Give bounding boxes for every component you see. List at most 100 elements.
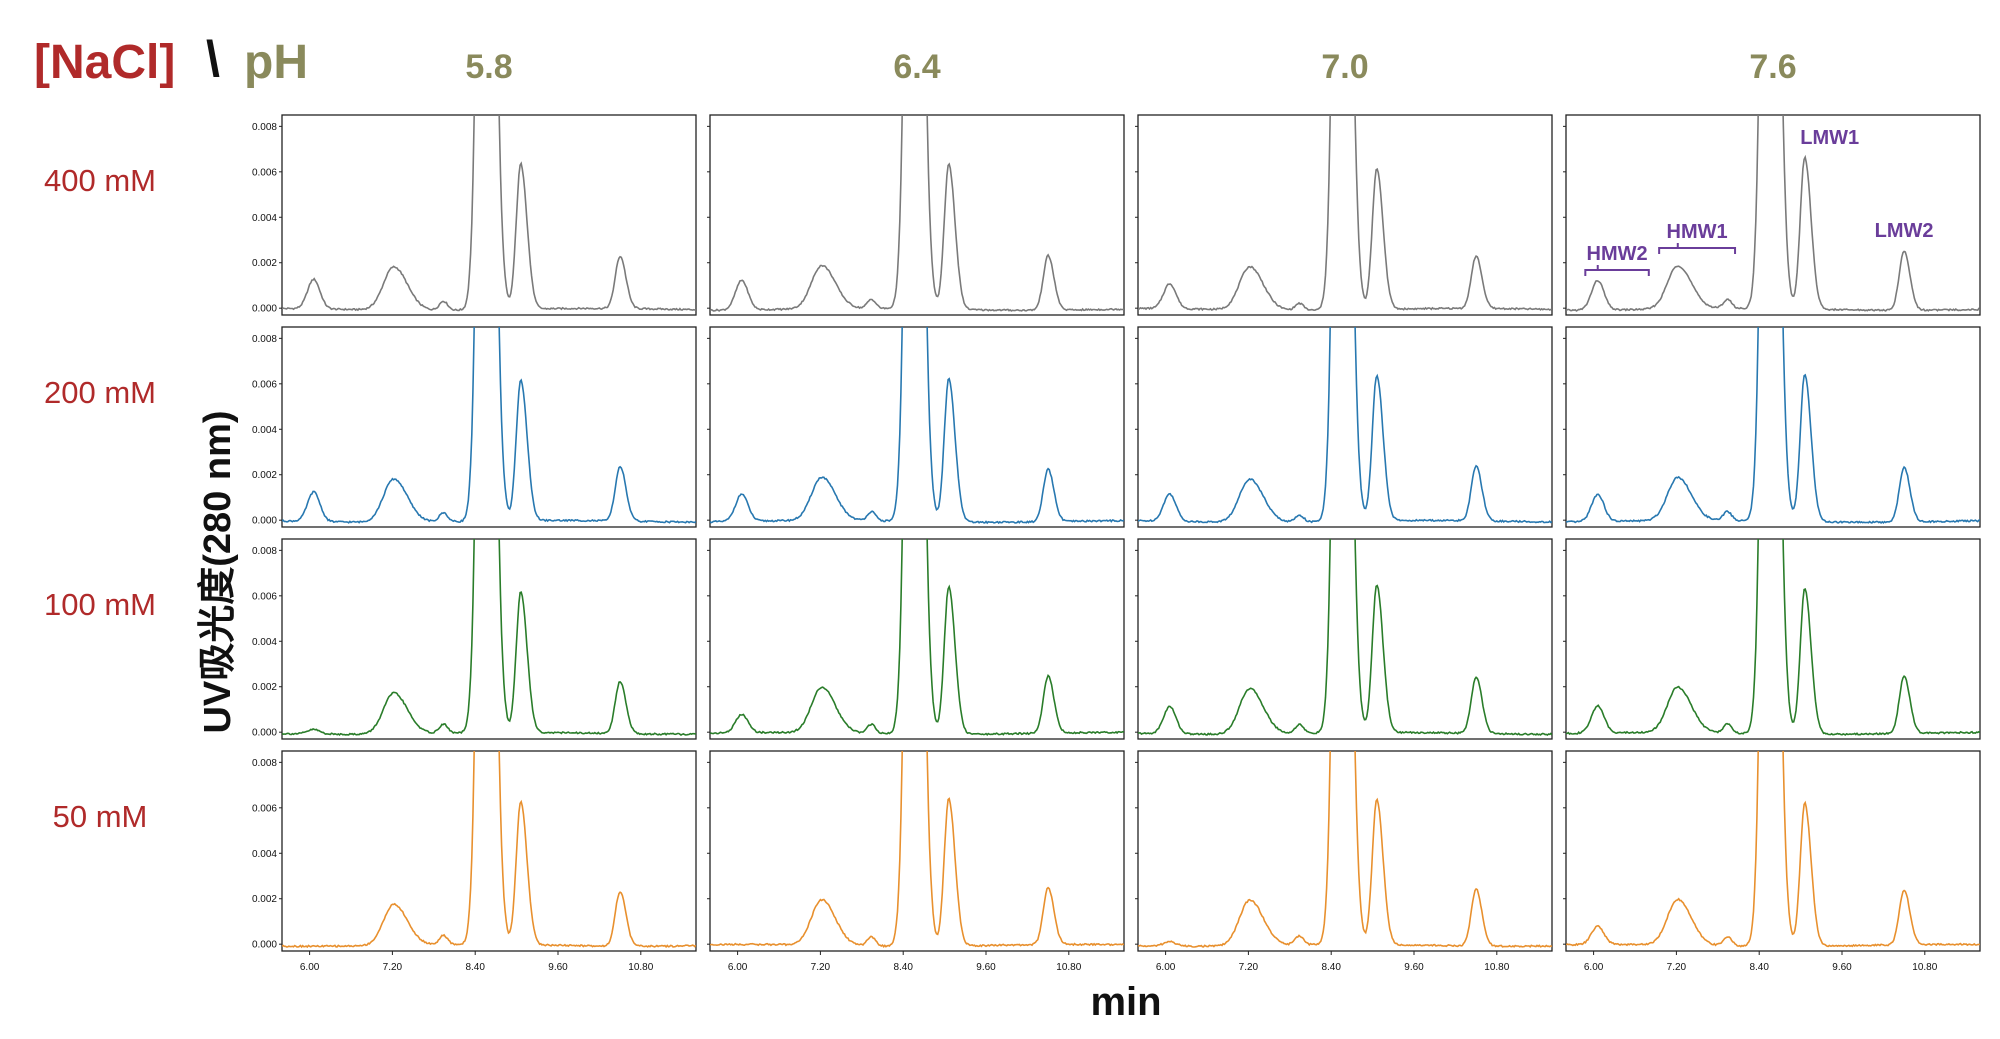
chromatogram-trace: [710, 115, 1124, 312]
x-tick-label: 6.00: [1156, 962, 1176, 973]
panel-frame: [709, 326, 1125, 528]
ph-column-label: 5.8: [465, 48, 512, 86]
panel-frame: [709, 114, 1125, 316]
chromatogram-panel: 0.000 0.002 0.004 0.006 0.008: [252, 114, 697, 316]
x-tick-label: 9.60: [548, 962, 568, 973]
chromatogram-trace: [1566, 115, 1980, 312]
y-tick-label: 0.000: [252, 940, 277, 951]
y-tick-label: 0.000: [252, 516, 277, 527]
y-tick-label: 0.004: [252, 213, 277, 224]
chromatogram-panel: 0.000 0.002 0.004 0.006 0.008: [252, 326, 697, 528]
chromatogram-trace: [282, 327, 696, 524]
annotation-bracket: [1584, 265, 1650, 276]
chromatogram-panel: 6.00 7.20 8.40 9.60 10.80: [1563, 750, 1981, 973]
x-tick-label: 6.00: [728, 962, 748, 973]
panel-frame: [1565, 326, 1981, 528]
chromatogram-panel: [707, 538, 1125, 740]
x-tick-label: 7.20: [1667, 962, 1687, 973]
y-tick-label: 0.006: [252, 803, 277, 814]
y-tick-label: 0.008: [252, 546, 277, 557]
chromatogram-trace: [1566, 539, 1980, 736]
x-tick-label: 6.00: [1584, 962, 1604, 973]
chromatogram-panel: HMW2 HMW1 LMW1 LMW2: [1563, 114, 1981, 316]
panel-frame: [709, 750, 1125, 952]
x-tick-label: 9.60: [976, 962, 996, 973]
ph-column-label: 6.4: [893, 48, 940, 86]
chromatogram-trace: [710, 539, 1124, 736]
chromatogram-panel: [1563, 538, 1981, 740]
panel-frame: [281, 326, 697, 528]
y-tick-label: 0.002: [252, 894, 277, 905]
x-tick-label: 9.60: [1404, 962, 1424, 973]
panel-frame: [1565, 114, 1981, 316]
chromatogram-panel: [1135, 326, 1553, 528]
panel-frame: [1565, 538, 1981, 740]
chromatogram-panel: [1563, 326, 1981, 528]
x-tick-label: 10.80: [628, 962, 653, 973]
y-tick-label: 0.006: [252, 167, 277, 178]
chromatogram-trace: [282, 539, 696, 736]
chromatogram-panel: [1135, 538, 1553, 740]
y-tick-label: 0.008: [252, 758, 277, 769]
chromatogram-trace: [710, 327, 1124, 525]
annotation-label: HMW2: [1587, 243, 1648, 265]
nacl-row-label: 100 mM: [44, 587, 156, 622]
chromatogram-trace: [1138, 539, 1552, 736]
x-tick-label: 8.40: [1749, 962, 1769, 973]
y-tick-label: 0.000: [252, 728, 277, 739]
annotation-bracket: [1658, 243, 1737, 254]
x-tick-label: 9.60: [1832, 962, 1852, 973]
chromatogram-trace: [1566, 327, 1980, 525]
x-tick-label: 10.80: [1912, 962, 1937, 973]
chromatogram-panel: [707, 114, 1125, 316]
chromatogram-panel: 6.00 7.20 8.40 9.60 10.80: [707, 750, 1125, 973]
chromatogram-trace: [282, 115, 696, 312]
ph-column-label: 7.0: [1321, 48, 1368, 86]
ph-column-label: 7.6: [1749, 48, 1796, 86]
y-tick-label: 0.006: [252, 591, 277, 602]
x-tick-label: 10.80: [1056, 962, 1081, 973]
nacl-row-label: 200 mM: [44, 375, 156, 410]
y-tick-label: 0.008: [252, 122, 277, 133]
y-tick-label: 0.002: [252, 258, 277, 269]
chromatogram-panel: 0.000 0.002 0.004 0.006 0.008 6.00 7.20 8.40 9.6…: [252, 750, 697, 973]
nacl-row-label: 400 mM: [44, 163, 156, 198]
x-tick-label: 7.20: [1239, 962, 1259, 973]
y-tick-label: 0.008: [252, 334, 277, 345]
panel-frame: [1137, 538, 1553, 740]
nacl-row-label: 50 mM: [53, 799, 148, 834]
annotation-label: LMW2: [1875, 220, 1934, 242]
x-tick-label: 8.40: [465, 962, 485, 973]
y-tick-label: 0.000: [252, 304, 277, 315]
annotation-label: LMW1: [1800, 127, 1859, 149]
chromatogram-trace: [710, 751, 1124, 948]
chromatogram-trace: [1138, 115, 1552, 312]
y-axis-label: UV吸光度(280 nm): [197, 410, 239, 733]
x-tick-label: 10.80: [1484, 962, 1509, 973]
y-tick-label: 0.004: [252, 849, 277, 860]
x-tick-label: 7.20: [383, 962, 403, 973]
chromatogram-panel: 6.00 7.20 8.40 9.60 10.80: [1135, 750, 1553, 973]
ph-header-label: pH: [244, 36, 308, 89]
y-tick-label: 0.002: [252, 470, 277, 481]
x-tick-label: 6.00: [300, 962, 320, 973]
y-tick-label: 0.004: [252, 637, 277, 648]
panel-frame: [1565, 750, 1981, 952]
panel-frame: [1137, 326, 1553, 528]
x-tick-label: 8.40: [893, 962, 913, 973]
annotation-label: HMW1: [1667, 221, 1728, 243]
separator-glyph: \: [206, 31, 220, 87]
chromatogram-trace: [1566, 751, 1980, 948]
y-tick-label: 0.002: [252, 682, 277, 693]
panel-frame: [281, 114, 697, 316]
x-tick-label: 7.20: [811, 962, 831, 973]
y-tick-label: 0.004: [252, 425, 277, 436]
chromatogram-panel: [707, 326, 1125, 528]
chromatogram-panel: 0.000 0.002 0.004 0.006 0.008: [252, 538, 697, 740]
x-tick-label: 8.40: [1321, 962, 1341, 973]
nacl-header-label: [NaCl]: [34, 36, 175, 89]
chromatogram-trace: [1138, 327, 1552, 524]
panel-frame: [709, 538, 1125, 740]
panel-frame: [1137, 750, 1553, 952]
